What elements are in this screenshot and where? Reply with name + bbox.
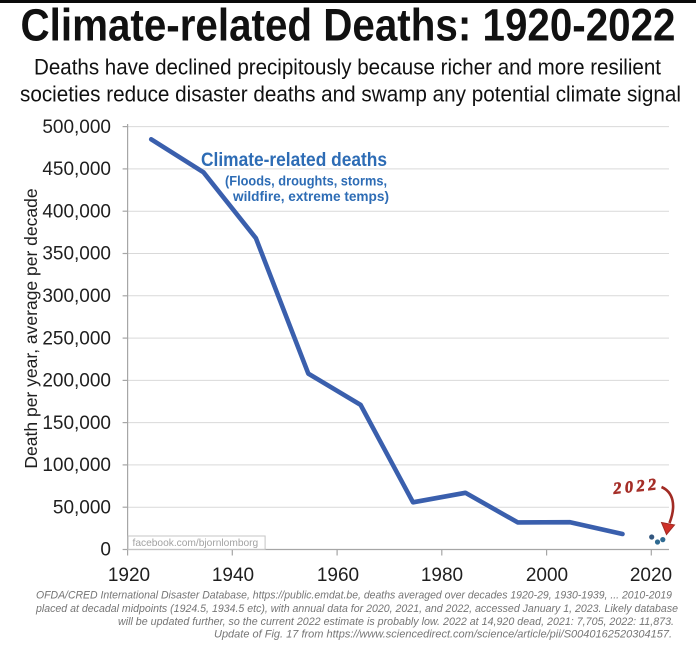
svg-text:OFDA/CRED International Disast: OFDA/CRED International Disaster Databas…	[36, 590, 672, 602]
svg-text:250,000: 250,000	[42, 328, 111, 349]
svg-text:Update of Fig. 17 from https:/: Update of Fig. 17 from https://www.scien…	[214, 629, 672, 641]
svg-text:400,000: 400,000	[42, 201, 111, 222]
svg-text:100,000: 100,000	[42, 455, 111, 476]
svg-text:450,000: 450,000	[42, 159, 111, 180]
svg-text:wildfire, extreme temps): wildfire, extreme temps)	[232, 189, 389, 204]
svg-text:2020: 2020	[630, 565, 672, 586]
svg-text:50,000: 50,000	[53, 497, 111, 518]
svg-text:1980: 1980	[421, 565, 463, 586]
svg-text:Climate-related Deaths: 1920-2: Climate-related Deaths: 1920-2022	[21, 0, 676, 51]
svg-text:2000: 2000	[526, 565, 568, 586]
svg-text:societies reduce disaster deat: societies reduce disaster deaths and swa…	[20, 82, 681, 107]
svg-text:150,000: 150,000	[42, 413, 111, 434]
svg-text:1940: 1940	[212, 565, 254, 586]
svg-text:500,000: 500,000	[42, 117, 111, 138]
svg-text:Death per year, average per de: Death per year, average per decade	[21, 188, 41, 468]
svg-text:Climate-related deaths: Climate-related deaths	[201, 150, 387, 171]
svg-text:Deaths have declined precipito: Deaths have declined precipitously becau…	[34, 55, 662, 80]
svg-text:1960: 1960	[317, 565, 359, 586]
svg-text:350,000: 350,000	[42, 244, 111, 265]
svg-text:1920: 1920	[108, 565, 150, 586]
svg-text:(Floods, droughts, storms,: (Floods, droughts, storms,	[225, 174, 387, 189]
svg-text:200,000: 200,000	[42, 371, 111, 392]
svg-text:placed at decadal midpoints (1: placed at decadal midpoints (1924.5, 193…	[35, 603, 678, 615]
svg-text:300,000: 300,000	[42, 286, 111, 307]
svg-text:facebook.com/bjornlomborg: facebook.com/bjornlomborg	[133, 538, 259, 549]
svg-text:0: 0	[100, 540, 111, 561]
svg-text:will be updated further, so th: will be updated further, so the current …	[118, 616, 674, 628]
